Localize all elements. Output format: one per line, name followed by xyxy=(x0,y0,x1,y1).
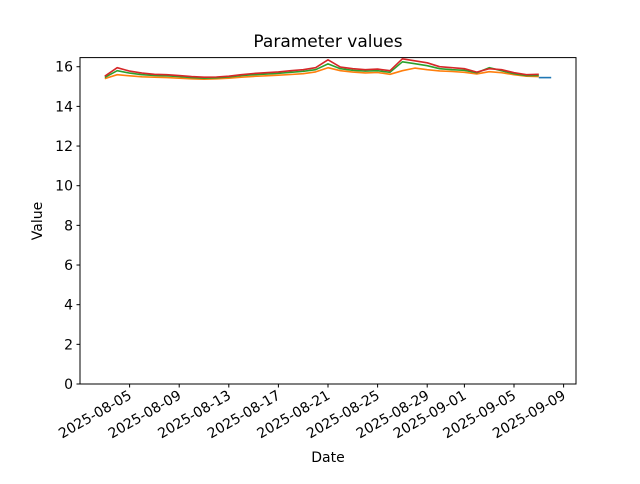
y-tick-label: 4 xyxy=(64,298,73,314)
y-axis-label: Value xyxy=(30,202,46,240)
y-tick-label: 8 xyxy=(64,218,73,234)
series-lines xyxy=(104,57,552,80)
x-axis-label: Date xyxy=(311,450,344,466)
x-axis-ticks: 2025-08-052025-08-092025-08-132025-08-17… xyxy=(56,384,569,442)
y-tick-label: 2 xyxy=(64,337,73,353)
y-tick-label: 0 xyxy=(64,377,73,393)
y-tick-label: 6 xyxy=(64,258,73,274)
y-tick-label: 10 xyxy=(55,179,73,195)
chart-title: Parameter values xyxy=(253,32,402,52)
y-axis-ticks: 0 2 4 6 8 10 12 14 16 xyxy=(55,60,80,393)
y-tick-label: 16 xyxy=(55,60,73,76)
axes-frame xyxy=(79,57,577,385)
series-red-line xyxy=(104,57,539,78)
series-orange-line xyxy=(104,66,539,80)
series-green-line xyxy=(104,60,539,79)
y-tick-label: 14 xyxy=(55,99,73,115)
y-tick-label: 12 xyxy=(55,139,73,155)
